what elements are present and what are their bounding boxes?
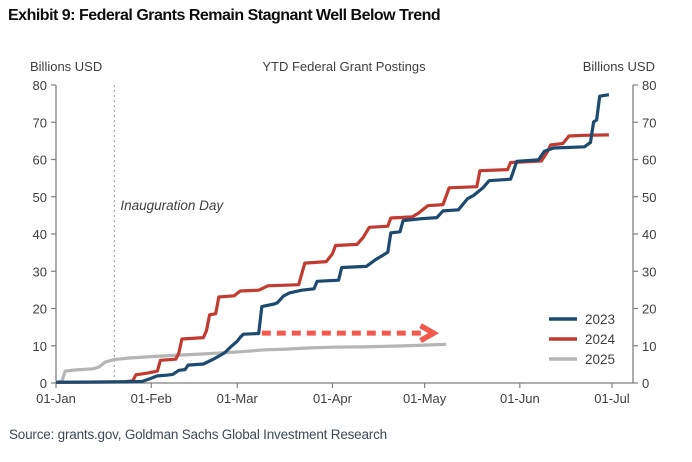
left-tick-label: 30 xyxy=(33,264,47,279)
left-tick-label: 20 xyxy=(33,302,47,317)
left-tick-label: 10 xyxy=(33,339,47,354)
left-tick-label: 60 xyxy=(33,153,47,168)
right-tick-label: 0 xyxy=(642,376,649,391)
x-tick-label: 01-Apr xyxy=(313,391,353,406)
legend-label-2023: 2023 xyxy=(585,312,615,327)
right-tick-label: 30 xyxy=(642,264,656,279)
series-line-2025 xyxy=(55,342,447,385)
right-tick-label: 70 xyxy=(642,115,656,130)
chart-area: Billions USD YTD Federal Grant Postings Bi… xyxy=(0,48,692,420)
legend-label-2025: 2025 xyxy=(585,352,615,367)
x-tick-label: 01-Feb xyxy=(131,391,172,406)
right-tick-label: 50 xyxy=(642,190,656,205)
chart-title: YTD Federal Grant Postings xyxy=(262,59,426,74)
left-tick-label: 0 xyxy=(40,376,47,391)
right-tick-label: 20 xyxy=(642,302,656,317)
ytd-grants-chart: Billions USD YTD Federal Grant Postings Bi… xyxy=(30,59,656,406)
legend-label-2024: 2024 xyxy=(585,332,616,347)
series-line-2024 xyxy=(55,133,609,384)
left-tick-label: 50 xyxy=(33,190,47,205)
inauguration-day-label: Inauguration Day xyxy=(120,198,224,213)
left-tick-label: 40 xyxy=(33,227,47,242)
x-tick-label: 01-Mar xyxy=(217,391,259,406)
y-axis-label-right: Billions USD xyxy=(583,59,655,74)
left-tick-label: 80 xyxy=(33,78,47,93)
x-tick-label: 01-May xyxy=(403,391,447,406)
right-tick-label: 60 xyxy=(642,153,656,168)
page-title: Exhibit 9: Federal Grants Remain Stagnan… xyxy=(8,7,441,24)
series-line-2023 xyxy=(55,93,610,384)
left-tick-label: 70 xyxy=(33,115,47,130)
right-tick-label: 40 xyxy=(642,227,656,242)
right-tick-label: 10 xyxy=(642,339,656,354)
x-tick-label: 01-Jul xyxy=(594,391,630,406)
y-axis-label-left: Billions USD xyxy=(30,59,102,74)
source-note: Source: grants.gov, Goldman Sachs Global… xyxy=(9,427,387,442)
x-tick-label: 01-Jun xyxy=(500,391,540,406)
x-tick-label: 01-Jan xyxy=(36,391,76,406)
right-tick-label: 80 xyxy=(642,78,656,93)
stagnation-arrow-head xyxy=(419,323,440,343)
